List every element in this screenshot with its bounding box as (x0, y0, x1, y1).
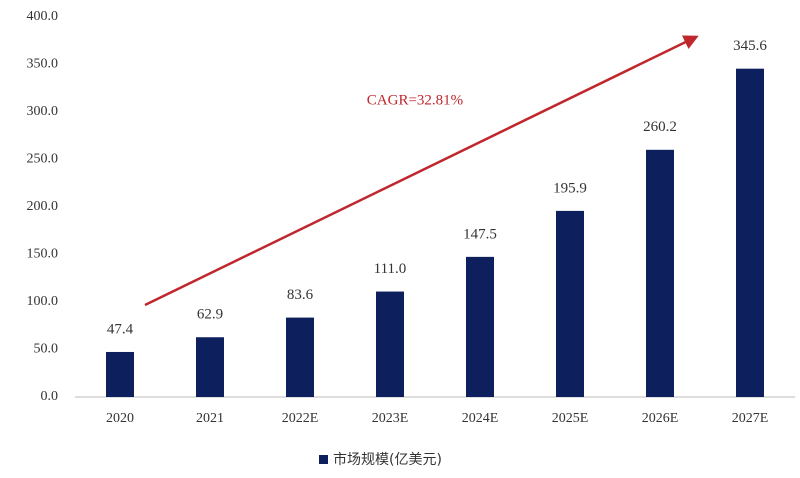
bar (646, 149, 674, 397)
value-label: 47.4 (107, 321, 134, 337)
trend-arrow (144, 35, 699, 307)
bar (556, 210, 584, 397)
y-tick-label: 200.0 (27, 199, 59, 214)
y-tick-label: 350.0 (27, 57, 59, 72)
x-tick-label: 2023E (372, 411, 409, 426)
x-tick-label: 2020 (106, 411, 134, 426)
y-tick-label: 100.0 (27, 294, 59, 309)
y-tick-label: 400.0 (27, 9, 59, 24)
bar (376, 291, 404, 397)
annotation: CAGR=32.81% (367, 92, 463, 108)
value-label: 83.6 (287, 287, 314, 303)
bar (736, 68, 764, 398)
x-tick-label: 2025E (552, 411, 589, 426)
x-tick-label: 2021 (196, 411, 224, 426)
bar (466, 256, 494, 397)
value-label: 345.6 (733, 38, 767, 54)
x-tick-label: 2026E (642, 411, 679, 426)
y-tick-label: 50.0 (34, 342, 59, 357)
x-tick-label: 2024E (462, 411, 499, 426)
y-tick-label: 250.0 (27, 152, 59, 167)
value-label: 62.9 (197, 307, 223, 323)
x-tick-label: 2022E (282, 411, 319, 426)
value-label: 147.5 (463, 226, 497, 242)
value-label: 111.0 (374, 261, 407, 277)
bar (196, 337, 224, 397)
x-tick-label: 2027E (732, 411, 769, 426)
y-tick-label: 0.0 (41, 389, 59, 404)
value-label: 195.9 (553, 180, 587, 196)
bar (286, 317, 314, 397)
bar (106, 351, 134, 397)
value-label: 260.2 (643, 119, 677, 135)
legend-label: 市场规模(亿美元) (333, 451, 442, 468)
y-tick-label: 300.0 (27, 104, 59, 119)
legend-swatch (319, 455, 328, 464)
y-tick-label: 150.0 (27, 247, 59, 262)
